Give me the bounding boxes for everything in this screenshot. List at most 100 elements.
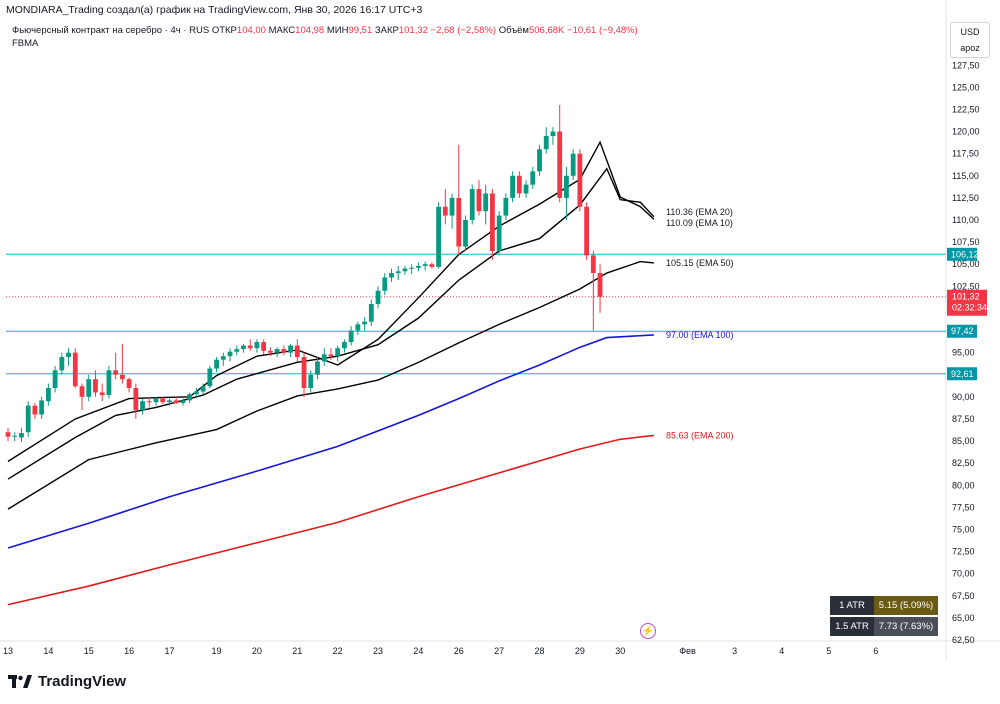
candle-body (584, 206, 590, 256)
atr-row-2: 1.5 ATR 7.73 (7.63%) (830, 617, 938, 636)
candle-body (590, 255, 596, 274)
candle-body (570, 153, 576, 176)
ema-line-ema200 (7, 434, 654, 606)
x-tick-label: 20 (252, 646, 262, 656)
y-tick-label: 120,00 (952, 127, 980, 137)
tradingview-logo[interactable]: TradingView (8, 673, 126, 690)
candle-body (288, 345, 293, 353)
candle-body (409, 267, 415, 269)
candle-body (167, 400, 172, 403)
candle-body (537, 149, 542, 172)
chart-attribution: MONDIARA_Trading создал(а) график на Tra… (6, 4, 423, 16)
y-tick-label: 122,50 (952, 104, 980, 114)
ema-label-ema10: 110.09 (EMA 10) (666, 218, 733, 228)
low-value: 99,51 (348, 25, 373, 36)
y-tick-label: 105,00 (952, 259, 980, 269)
candle-body (362, 321, 367, 325)
ema-label-ema200: 85.63 (EMA 200) (666, 430, 734, 440)
candle-body (463, 220, 468, 247)
high-label: МАКС (268, 25, 296, 36)
candle-body (99, 392, 105, 396)
candle-body (550, 131, 556, 136)
close-label: ЗАКР (374, 25, 399, 36)
currency-selector[interactable]: USD apoz (950, 22, 990, 58)
candle-body (39, 400, 45, 415)
ema-line-ema20 (7, 167, 655, 480)
y-tick-label: 72,50 (952, 547, 975, 557)
x-tick-label: 15 (84, 646, 94, 656)
candle-body (564, 175, 569, 198)
candle-body (476, 189, 482, 212)
candle-body (93, 379, 98, 393)
candle-body (490, 193, 495, 251)
x-tick-label: 19 (212, 646, 222, 656)
atr-row-1-value: 5.15 (5.09%) (874, 596, 938, 615)
candle-body (207, 368, 213, 387)
indicator-label[interactable]: FBMA (12, 38, 39, 49)
y-tick-label: 85,00 (952, 436, 975, 446)
candle-body (72, 352, 78, 387)
ema-line-ema10 (7, 140, 655, 462)
candle-body (469, 189, 475, 220)
ema-label-ema50: 105.15 (EMA 50) (666, 258, 734, 268)
candle-body (193, 391, 199, 395)
candle-body (12, 435, 18, 437)
candle-body (395, 271, 401, 274)
candle-body (160, 398, 166, 403)
close-value: 101,32 (398, 25, 428, 36)
candle-body (140, 401, 145, 411)
candle-body (214, 359, 219, 369)
candle-body (523, 184, 529, 194)
x-tick-label: 4 (779, 646, 784, 656)
ema-label-ema20: 110.36 (EMA 20) (666, 207, 733, 217)
y-tick-label: 95,00 (952, 348, 975, 358)
candle-body (543, 136, 549, 150)
x-tick-label: 13 (3, 646, 13, 656)
x-tick-label: 5 (826, 646, 831, 656)
candle-body (79, 386, 85, 397)
x-tick-label: 23 (373, 646, 383, 656)
symbol-legend: Фьючерсный контракт на серебро · 4ч · RU… (12, 25, 638, 36)
candle-body (133, 388, 139, 411)
candle-body (261, 342, 267, 351)
candle-body (503, 197, 509, 216)
candle-body (442, 206, 448, 216)
candle-body (187, 394, 193, 401)
horizontal-level-label: 106,12 (951, 249, 979, 259)
x-tick-label: 17 (164, 646, 174, 656)
x-tick-label: 30 (615, 646, 625, 656)
candle-body (281, 349, 287, 353)
candle-body (557, 131, 563, 198)
candle-body (449, 197, 455, 216)
flash-icon[interactable]: ⚡ (640, 623, 656, 639)
candle-body (180, 400, 186, 404)
candle-body (429, 264, 435, 267)
x-tick-label: Фев (679, 646, 696, 656)
candle-body (301, 357, 307, 388)
volume-value: 506,68K (528, 25, 565, 36)
candle-body (173, 400, 179, 404)
x-tick-label: 16 (124, 646, 134, 656)
y-tick-label: 107,50 (952, 237, 980, 247)
candle-body (597, 273, 603, 297)
candle-body (119, 374, 125, 380)
x-tick-label: 6 (873, 646, 878, 656)
candle-body (32, 405, 38, 415)
candle-body (220, 356, 226, 360)
x-tick-label: 27 (494, 646, 504, 656)
y-tick-label: 67,50 (952, 591, 975, 601)
candle-body (375, 290, 381, 304)
candle-body (456, 197, 462, 247)
candle-body (530, 171, 536, 185)
candle-body (25, 405, 31, 433)
symbol-name[interactable]: Фьючерсный контракт на серебро · 4ч · RU… (12, 25, 210, 36)
atr-row-2-label: 1.5 ATR (830, 617, 874, 636)
candle-body (59, 357, 65, 371)
x-tick-label: 22 (333, 646, 343, 656)
open-value: 104,00 (236, 25, 266, 36)
candle-body (126, 379, 132, 388)
y-tick-label: 115,00 (952, 171, 979, 181)
candle-body (382, 277, 388, 291)
candle-body (234, 349, 240, 352)
